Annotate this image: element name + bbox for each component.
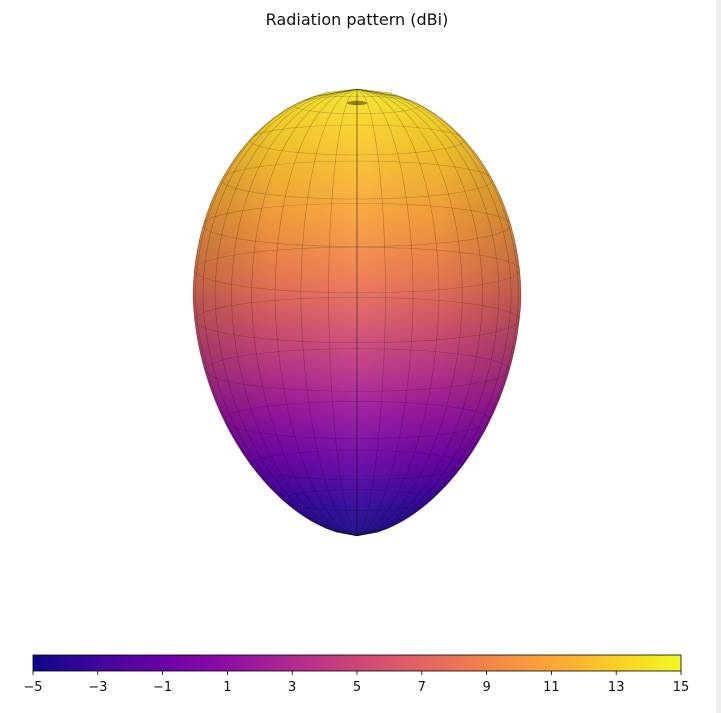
chart-title: Radiation pattern (dBi) <box>265 10 449 29</box>
colorbar-tick-label: 3 <box>288 680 296 695</box>
mesh-meridian <box>356 89 500 536</box>
colorbar-tick-label: 15 <box>673 680 690 695</box>
mesh-meridian <box>202 89 358 536</box>
mesh-meridian <box>356 89 519 536</box>
mesh-meridian <box>356 89 463 536</box>
mesh-meridian <box>356 89 521 536</box>
mesh-meridian <box>328 89 358 536</box>
colorbar: −5 −3 −1 1 3 5 7 9 11 13 15 <box>23 654 689 695</box>
colorbar-tick-label: 13 <box>608 680 625 695</box>
mesh-meridian <box>356 89 483 536</box>
colorbar-gradient-bar <box>32 654 682 672</box>
colorbar-tick-label: −1 <box>153 680 172 695</box>
colorbar-tick-label: −5 <box>23 680 42 695</box>
colorbar-tick-label: 5 <box>353 680 361 695</box>
mesh-top-pole <box>347 100 367 106</box>
mesh-parallel <box>282 489 432 511</box>
mesh-meridian <box>193 89 358 536</box>
colorbar-tick-label: 11 <box>543 680 560 695</box>
mesh-meridian <box>231 89 358 536</box>
colorbar-ticks: −5 −3 −1 1 3 5 7 9 11 13 15 <box>23 671 689 695</box>
colorbar-tick-label: 7 <box>418 680 426 695</box>
colorbar-tick-label: 9 <box>482 680 490 695</box>
mesh-meridian <box>356 89 512 536</box>
lobe-wireframe <box>193 89 521 536</box>
colorbar-tick-label: 1 <box>223 680 231 695</box>
mesh-meridian <box>356 89 386 536</box>
mesh-parallel <box>204 348 510 392</box>
mesh-meridian <box>214 89 358 536</box>
window-edge <box>716 0 721 713</box>
colorbar-tick-label: −3 <box>88 680 107 695</box>
lobe-outline <box>192 88 522 537</box>
mesh-meridian <box>300 89 358 536</box>
mesh-meridian <box>251 89 358 536</box>
mesh-meridian <box>356 89 414 536</box>
radiation-lobe <box>192 88 522 537</box>
mesh-parallel <box>250 449 464 481</box>
mesh-meridian <box>274 89 358 536</box>
mesh-meridian <box>356 89 440 536</box>
mesh-parallel <box>194 246 520 294</box>
mesh-meridian <box>195 89 358 536</box>
